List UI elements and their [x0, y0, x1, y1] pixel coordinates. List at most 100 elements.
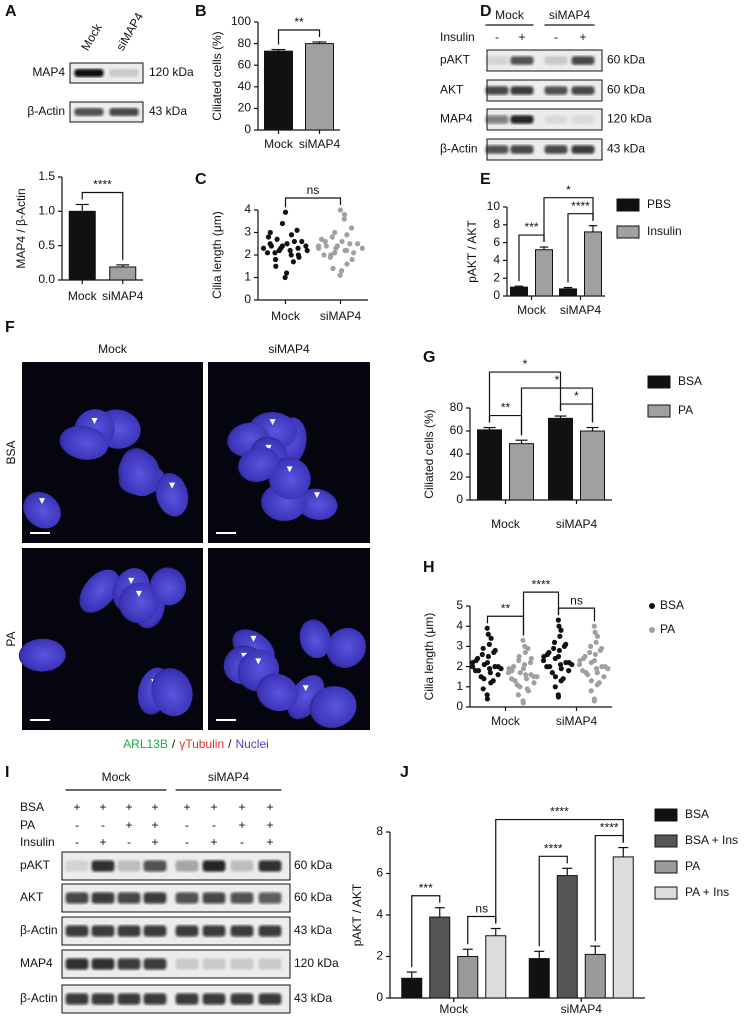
x-tick-label: Mock [264, 137, 294, 151]
data-point [274, 236, 280, 242]
data-point [294, 227, 300, 233]
y-tick-label: 80 [450, 400, 464, 414]
significance-label: * [523, 357, 528, 371]
significance-label: * [555, 373, 560, 387]
protein-label: β-Actin [20, 991, 58, 1005]
x-tick-label: siMAP4 [102, 289, 144, 303]
stain-label: γTubulin [179, 737, 224, 751]
data-point [268, 243, 275, 249]
blot-band [117, 958, 141, 970]
data-point [481, 661, 487, 668]
blot-band [544, 56, 568, 65]
data-point [549, 670, 555, 676]
data-point [523, 672, 529, 678]
data-point [351, 250, 357, 256]
data-point [475, 668, 482, 674]
significance-bracket [557, 607, 596, 622]
data-point [528, 672, 534, 678]
data-point [487, 670, 493, 676]
blot-band [143, 860, 167, 872]
condition-mark: + [99, 800, 106, 814]
cilium-arrowhead [286, 466, 293, 473]
blot-band [175, 860, 199, 872]
y-tick-label: 20 [238, 101, 252, 115]
blot-band [544, 115, 568, 124]
y-tick-label: 3 [456, 639, 463, 653]
blot-band [74, 108, 104, 116]
data-point [260, 245, 267, 251]
significance-bracket [277, 29, 321, 45]
data-point [287, 247, 293, 254]
cilium-arrowhead [135, 590, 142, 597]
x-tick-label: Mock [271, 309, 301, 323]
data-point [492, 664, 498, 670]
y-tick-label: 60 [450, 423, 464, 437]
condition-label: PA [20, 818, 35, 832]
significance-label: **** [550, 805, 569, 819]
data-point [347, 241, 353, 247]
row-label: BSA [4, 440, 18, 464]
size-label: 60 kDa [294, 858, 332, 872]
y-tick-label: 0 [456, 699, 463, 713]
data-point [516, 657, 522, 664]
nucleus [326, 628, 366, 668]
cilium-arrowhead [39, 498, 46, 505]
condition-mark: + [99, 835, 106, 849]
legend-label: Insulin [647, 224, 682, 238]
legend-swatch [647, 375, 671, 389]
group-label: Mock [102, 770, 132, 784]
blot-band [91, 958, 115, 970]
y-tick-label: 0 [493, 288, 500, 302]
blot-band [91, 925, 115, 937]
data-point [337, 272, 343, 278]
blot-band [571, 86, 595, 95]
data-point [265, 234, 272, 240]
data-point [359, 245, 365, 251]
condition-mark: + [238, 800, 245, 814]
stain-label: Nuclei [235, 737, 268, 751]
data-point [495, 672, 501, 678]
data-point [273, 263, 279, 269]
data-point [337, 207, 344, 213]
y-tick-label: 2 [376, 949, 383, 963]
data-point [517, 670, 523, 676]
data-point [304, 247, 310, 254]
data-point [552, 655, 558, 662]
blot-band [91, 993, 115, 1005]
y-axis-label: pAKT / AKT [350, 883, 364, 946]
data-point [485, 653, 492, 660]
data-point [272, 250, 278, 256]
data-point [486, 641, 492, 647]
data-point [516, 653, 522, 660]
blot-band [230, 925, 254, 937]
cilium-arrowhead [91, 417, 98, 424]
data-point [484, 696, 491, 702]
panel-letter: H [423, 559, 435, 576]
legend-swatch [647, 404, 671, 418]
data-point [339, 238, 345, 245]
blot-band [230, 993, 254, 1005]
legend-swatch [649, 603, 655, 609]
bar [485, 935, 507, 999]
blot-band [202, 892, 226, 904]
data-point [587, 649, 593, 656]
blot-band [485, 115, 509, 124]
x-tick-label: siMAP4 [320, 309, 362, 323]
y-tick-label: 80 [238, 36, 252, 50]
protein-label: AKT [20, 890, 44, 904]
data-point [318, 236, 325, 242]
data-point [598, 645, 605, 652]
blot-band [175, 925, 199, 937]
blot-band [202, 860, 226, 872]
legend-label: PBS [647, 197, 671, 211]
data-point [349, 256, 355, 263]
legend-label: BSA [660, 598, 684, 612]
y-tick-label: 3 [244, 225, 251, 239]
significance-bracket [284, 197, 342, 208]
data-point [342, 247, 348, 254]
data-point [330, 265, 336, 272]
blot-band [230, 958, 254, 970]
stain-label: ARL13B [123, 737, 168, 751]
data-point [344, 261, 350, 267]
data-point [521, 661, 528, 668]
